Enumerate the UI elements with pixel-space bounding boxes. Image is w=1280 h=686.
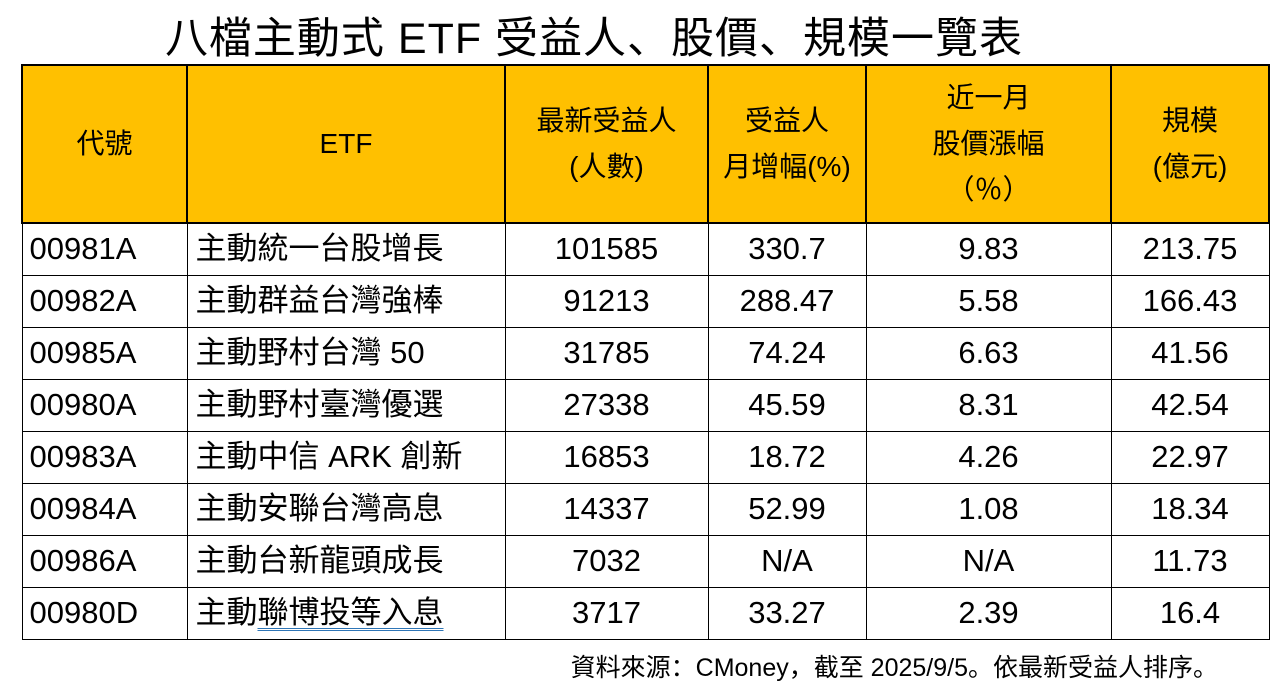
cell-holders-mom-pct: 330.7: [707, 222, 867, 276]
cell-aum-100m-twd: 11.73: [1110, 534, 1270, 588]
source-note: 資料來源：CMoney，截至 2025/9/5。依最新受益人排序。: [570, 654, 1218, 682]
cell-holders-mom-pct: N/A: [707, 534, 867, 588]
cell-code: 00984A: [21, 482, 188, 536]
cell-aum-100m-twd: 41.56: [1110, 326, 1270, 380]
etf-table: 代號 ETF 最新受益人 (人數) 受益人 月增幅(%) 近一月 股價漲幅 （％） 規模 …: [21, 64, 1270, 640]
cell-aum-100m-twd: 213.75: [1110, 222, 1270, 276]
cell-latest-holders: 91213: [504, 274, 709, 328]
cell-latest-holders: 14337: [504, 482, 709, 536]
cell-etf-name: 主動統一台股增長: [186, 222, 506, 276]
table-body: 00981A 主動統一台股增長 101585 330.7 9.83 213.75 00982…: [21, 222, 1270, 640]
table-row: 00984A 主動安聯台灣高息 14337 52.99 1.08 18.34: [21, 482, 1270, 536]
cell-etf-name: 主動安聯台灣高息: [186, 482, 506, 536]
cell-etf-name: 主動野村台灣 50: [186, 326, 506, 380]
cell-latest-holders: 7032: [504, 534, 709, 588]
cell-code: 00980A: [21, 378, 188, 432]
cell-code: 00986A: [21, 534, 188, 588]
table-row: 00981A 主動統一台股增長 101585 330.7 9.83 213.75: [21, 222, 1270, 276]
cell-code: 00982A: [21, 274, 188, 328]
cell-latest-holders: 16853: [504, 430, 709, 484]
cell-etf-name: 主動野村臺灣優選: [186, 378, 506, 432]
column-header-holders-mom-pct: 受益人 月增幅(%): [707, 64, 867, 224]
table-row: 00983A 主動中信 ARK 創新 16853 18.72 4.26 22.97: [21, 430, 1270, 484]
column-header-etf-name: ETF: [186, 64, 506, 224]
cell-latest-holders: 27338: [504, 378, 709, 432]
page-title: 八檔主動式 ETF 受益人、股價、規模一覽表: [164, 15, 1024, 63]
column-header-code: 代號: [21, 64, 188, 224]
cell-etf-name: 主動中信 ARK 創新: [186, 430, 506, 484]
cell-code: 00981A: [21, 222, 188, 276]
cell-holders-mom-pct: 45.59: [707, 378, 867, 432]
cell-etf-name: 主動群益台灣強棒: [186, 274, 506, 328]
column-header-price-change-1m-pct: 近一月 股價漲幅 （％）: [865, 64, 1112, 224]
cell-code: 00985A: [21, 326, 188, 380]
table-row: 00980D 主動聯博投等入息 3717 33.27 2.39 16.4: [21, 586, 1270, 640]
cell-latest-holders: 101585: [504, 222, 709, 276]
cell-price-change-1m-pct: 8.31: [865, 378, 1112, 432]
cell-holders-mom-pct: 52.99: [707, 482, 867, 536]
etf-name-underlined: 聯博投等入息: [257, 594, 444, 630]
cell-latest-holders: 31785: [504, 326, 709, 380]
table-row: 00982A 主動群益台灣強棒 91213 288.47 5.58 166.43: [21, 274, 1270, 328]
table-row: 00986A 主動台新龍頭成長 7032 N/A N/A 11.73: [21, 534, 1270, 588]
table-row: 00980A 主動野村臺灣優選 27338 45.59 8.31 42.54: [21, 378, 1270, 432]
cell-price-change-1m-pct: 2.39: [865, 586, 1112, 640]
cell-holders-mom-pct: 18.72: [707, 430, 867, 484]
cell-price-change-1m-pct: 1.08: [865, 482, 1112, 536]
cell-aum-100m-twd: 16.4: [1110, 586, 1270, 640]
cell-etf-name: 主動聯博投等入息: [186, 586, 506, 640]
cell-code: 00980D: [21, 586, 188, 640]
column-header-aum-100m-twd: 規模 (億元): [1110, 64, 1270, 224]
cell-etf-name: 主動台新龍頭成長: [186, 534, 506, 588]
table-header: 代號 ETF 最新受益人 (人數) 受益人 月增幅(%) 近一月 股價漲幅 （％） 規模 …: [21, 64, 1270, 224]
cell-aum-100m-twd: 22.97: [1110, 430, 1270, 484]
cell-aum-100m-twd: 166.43: [1110, 274, 1270, 328]
header-row: 代號 ETF 最新受益人 (人數) 受益人 月增幅(%) 近一月 股價漲幅 （％） 規模 …: [21, 64, 1270, 224]
cell-holders-mom-pct: 288.47: [707, 274, 867, 328]
cell-aum-100m-twd: 42.54: [1110, 378, 1270, 432]
cell-latest-holders: 3717: [504, 586, 709, 640]
cell-aum-100m-twd: 18.34: [1110, 482, 1270, 536]
cell-holders-mom-pct: 74.24: [707, 326, 867, 380]
cell-price-change-1m-pct: 5.58: [865, 274, 1112, 328]
cell-holders-mom-pct: 33.27: [707, 586, 867, 640]
column-header-latest-holders: 最新受益人 (人數): [504, 64, 709, 224]
etf-name-prefix: 主動: [195, 594, 258, 630]
table-row: 00985A 主動野村台灣 50 31785 74.24 6.63 41.56: [21, 326, 1270, 380]
cell-price-change-1m-pct: 4.26: [865, 430, 1112, 484]
cell-price-change-1m-pct: N/A: [865, 534, 1112, 588]
cell-code: 00983A: [21, 430, 188, 484]
cell-price-change-1m-pct: 9.83: [865, 222, 1112, 276]
cell-price-change-1m-pct: 6.63: [865, 326, 1112, 380]
